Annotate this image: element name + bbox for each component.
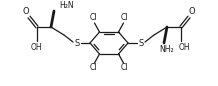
Text: Cl: Cl [90,14,97,23]
Text: O: O [23,7,29,17]
Text: H₂N: H₂N [59,1,74,10]
Text: Cl: Cl [90,63,97,72]
Text: OH: OH [178,42,190,52]
Text: S: S [138,39,144,47]
Text: O: O [189,7,195,17]
Text: Cl: Cl [121,14,128,23]
Text: OH: OH [30,42,42,52]
Text: S: S [74,39,80,47]
Text: Cl: Cl [121,63,128,72]
Text: NH₂: NH₂ [160,44,174,53]
